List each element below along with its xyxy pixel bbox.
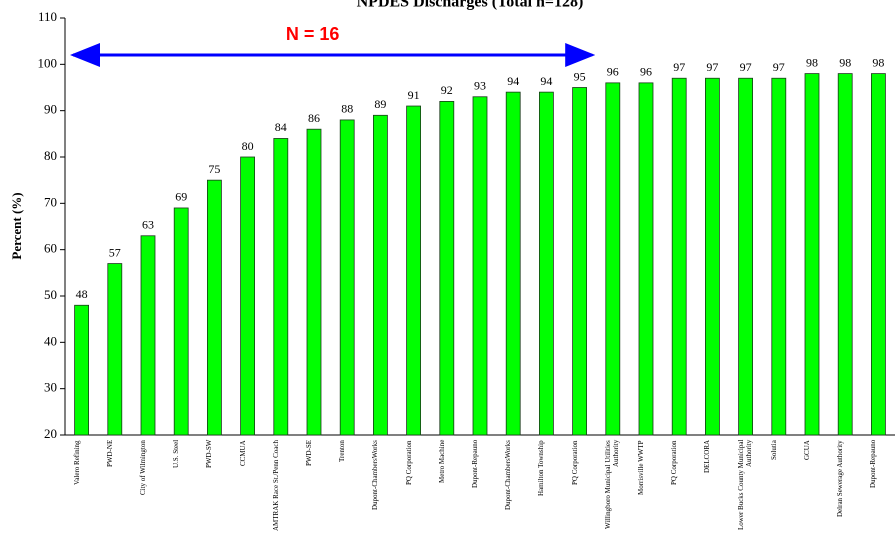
value-label: 48: [76, 287, 88, 301]
value-label: 97: [740, 60, 752, 74]
x-tick-label: Dupont-Repauno: [471, 440, 479, 489]
value-label: 86: [308, 111, 320, 125]
bar: [339, 119, 355, 436]
bar: [240, 156, 256, 436]
y-tick-label: 30: [44, 380, 57, 395]
bar: [638, 82, 654, 436]
bar: [74, 304, 89, 436]
bar: [273, 138, 289, 436]
x-tick-label: PQ Corporation: [670, 440, 679, 485]
bar: [173, 207, 189, 436]
value-label: 91: [408, 88, 420, 102]
value-label: 80: [242, 139, 254, 153]
y-tick-label: 90: [44, 102, 57, 117]
x-tick-label: Willingboro Municipal Utilities Authorit…: [603, 440, 620, 529]
y-tick-label: 40: [44, 333, 57, 348]
value-label: 84: [275, 120, 287, 134]
value-label: 98: [839, 55, 851, 69]
x-tick-label: PWD-SE: [305, 440, 313, 467]
x-tick-label: PWD-SW: [205, 440, 214, 469]
x-tick-label: AMTRAK Race St./Penn Coach: [271, 440, 280, 531]
value-label: 57: [109, 245, 121, 259]
bar: [738, 77, 753, 436]
value-label: 95: [574, 69, 586, 83]
x-tick-label: DELCORA: [703, 440, 712, 474]
x-tick-label: Lower Bucks County Municipal Authority: [736, 440, 753, 531]
bar: [439, 101, 455, 436]
value-label: 92: [441, 83, 453, 97]
x-tick-label: Morrisville WWTP: [637, 440, 645, 495]
value-label: 94: [507, 74, 519, 88]
value-label: 97: [773, 60, 785, 74]
x-tick-label: Solutia: [769, 440, 778, 460]
x-tick-label: Trenton: [338, 440, 347, 462]
x-tick-label: PWD-NE: [105, 440, 114, 468]
value-label: 96: [640, 65, 652, 79]
bar: [705, 77, 720, 436]
value-label: 69: [175, 190, 187, 204]
x-tick-label: Metro Machine: [437, 440, 446, 484]
value-label: 96: [607, 65, 619, 79]
annotation: N = 16: [286, 24, 340, 44]
bar: [505, 91, 521, 436]
bar: [406, 105, 422, 436]
y-axis-label: Percent (%): [9, 192, 24, 259]
bar: [804, 73, 820, 436]
x-tick-label: CCMUA: [238, 440, 247, 466]
bar: [771, 77, 787, 436]
value-label: 98: [806, 55, 818, 69]
bar: [140, 235, 156, 436]
bar: [206, 179, 222, 436]
x-tick-label: PQ Corporation: [404, 440, 413, 485]
value-label: 89: [374, 97, 386, 111]
value-label: 75: [208, 162, 220, 176]
bar: [837, 73, 853, 436]
x-tick-label: U.S. Steel: [172, 440, 181, 469]
value-label: 88: [341, 102, 353, 116]
bar: [871, 73, 886, 436]
bar: [539, 91, 554, 436]
bar: [671, 77, 687, 436]
value-label: 94: [540, 74, 552, 88]
x-tick-label: GCUA: [803, 440, 811, 460]
value-label: 63: [142, 218, 154, 232]
bar: [572, 87, 587, 436]
bar: [107, 263, 123, 436]
bar: [372, 114, 388, 436]
x-tick-label: Dupont-ChambersWorks: [371, 440, 380, 510]
y-tick-label: 20: [44, 426, 57, 441]
y-tick-label: 50: [44, 287, 57, 302]
value-label: 97: [706, 60, 718, 74]
value-label: 97: [673, 60, 685, 74]
bar: [605, 82, 621, 436]
value-label: 98: [872, 55, 884, 69]
y-tick-label: 60: [44, 241, 57, 256]
y-tick-label: 100: [38, 55, 58, 70]
x-tick-label: Dupont-Repauno: [869, 440, 878, 489]
bar: [472, 96, 488, 436]
x-tick-label: Dupont-ChambersWorks: [504, 440, 513, 510]
x-tick-label: City of Wilmington: [139, 440, 147, 495]
x-tick-label: Delran Sewerage Authority: [836, 440, 845, 517]
x-tick-label: PQ Corporation: [570, 440, 579, 485]
x-tick-label: Valero Refining: [72, 440, 81, 485]
x-tick-label: Hamilton Township: [537, 440, 546, 496]
value-label: 93: [474, 79, 486, 93]
y-tick-label: 110: [38, 9, 57, 24]
chart-title: NPDES Discharges (Total n=128): [357, 0, 584, 11]
bar: [306, 128, 322, 436]
y-tick-label: 70: [44, 194, 57, 209]
y-tick-label: 80: [44, 148, 57, 163]
